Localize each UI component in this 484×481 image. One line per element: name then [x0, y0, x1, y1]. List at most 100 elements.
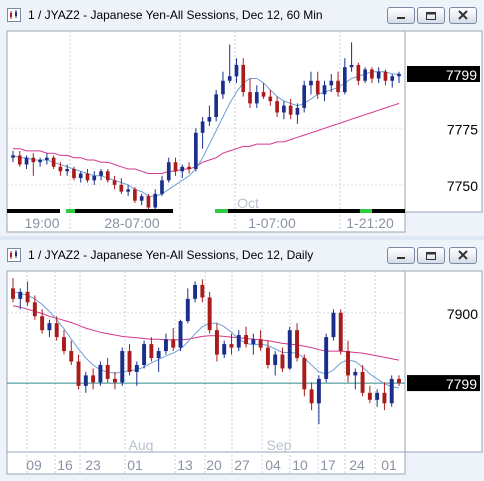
candle-body[interactable] — [17, 155, 22, 165]
candle-body[interactable] — [31, 157, 36, 163]
candle-body[interactable] — [356, 64, 361, 81]
candle-body[interactable] — [336, 80, 340, 93]
candle-body[interactable] — [280, 354, 285, 369]
candle-body[interactable] — [149, 344, 154, 359]
candle-body[interactable] — [194, 132, 198, 170]
candle-body[interactable] — [156, 351, 161, 359]
candle-body[interactable] — [47, 323, 52, 331]
candle-body[interactable] — [214, 330, 219, 355]
candle-body[interactable] — [389, 378, 394, 404]
candle-body[interactable] — [142, 344, 147, 365]
candle-body[interactable] — [62, 337, 66, 352]
candle-body[interactable] — [254, 92, 259, 104]
title-bar[interactable]: 1 / JYAZ2 - Japanese Yen-All Sessions, D… — [0, 0, 484, 30]
candle-body[interactable] — [120, 351, 125, 383]
candle-body[interactable] — [127, 351, 132, 372]
price-chart-60min[interactable]: 7775 7750 7799 19:00 28-07:00 1-07:00 1-21:20 O… — [0, 0, 484, 236]
candle-body[interactable] — [99, 171, 103, 176]
candle-body[interactable] — [69, 351, 74, 362]
candle-body[interactable] — [105, 364, 110, 379]
candle-body[interactable] — [163, 339, 168, 352]
candle-body[interactable] — [76, 361, 81, 386]
candle-body[interactable] — [92, 175, 97, 181]
price-chart-daily[interactable]: 7900 7799 09 16 23 01 13 20 27 04 10 17 24 01 Aug Sep — [0, 240, 484, 481]
candle-body[interactable] — [166, 162, 171, 181]
candle-body[interactable] — [134, 364, 139, 372]
candle-body[interactable] — [329, 80, 334, 86]
title-bar[interactable]: 1 / JYAZ2 - Japanese Yen-All Sessions, D… — [0, 240, 484, 270]
candle-body[interactable] — [324, 337, 329, 379]
close-button[interactable] — [449, 247, 477, 264]
candle-body[interactable] — [315, 80, 320, 95]
candle-body[interactable] — [295, 107, 300, 115]
candle-body[interactable] — [363, 69, 367, 81]
candle-body[interactable] — [346, 351, 350, 376]
candle-body[interactable] — [222, 344, 227, 355]
candle-body[interactable] — [180, 166, 185, 172]
candle-body[interactable] — [32, 302, 37, 317]
candle-body[interactable] — [126, 189, 130, 192]
candle-body[interactable] — [376, 71, 381, 79]
candle-body[interactable] — [133, 189, 137, 201]
candle-body[interactable] — [11, 288, 15, 299]
candle-body[interactable] — [187, 166, 191, 170]
candle-body[interactable] — [54, 323, 59, 338]
candle-body[interactable] — [349, 64, 354, 68]
candle-body[interactable] — [58, 166, 63, 172]
candle-body[interactable] — [383, 71, 388, 81]
candle-body[interactable] — [178, 321, 183, 348]
candle-body[interactable] — [65, 169, 70, 172]
candle-body[interactable] — [193, 284, 198, 299]
candle-body[interactable] — [234, 64, 239, 77]
candle-body[interactable] — [40, 316, 45, 331]
candle-body[interactable] — [146, 196, 151, 208]
candle-body[interactable] — [98, 364, 103, 383]
candle-body[interactable] — [200, 284, 205, 298]
candle-body[interactable] — [342, 67, 347, 93]
candle-body[interactable] — [160, 180, 164, 194]
candle-body[interactable] — [112, 378, 117, 383]
price-axis[interactable] — [404, 270, 483, 453]
time-axis[interactable] — [6, 451, 406, 475]
candle-body[interactable] — [119, 184, 124, 192]
candle-body[interactable] — [397, 73, 401, 77]
candle-body[interactable] — [207, 297, 212, 331]
restore-button[interactable] — [417, 7, 445, 24]
price-axis[interactable] — [404, 30, 483, 213]
candle-body[interactable] — [221, 80, 225, 95]
candle-body[interactable] — [112, 180, 117, 185]
candle-body[interactable] — [51, 157, 56, 167]
candle-body[interactable] — [244, 335, 249, 345]
candle-body[interactable] — [72, 169, 76, 179]
candle-body[interactable] — [397, 378, 401, 384]
candle-body[interactable] — [370, 69, 374, 79]
candle-body[interactable] — [251, 339, 256, 345]
candle-body[interactable] — [382, 392, 387, 404]
candle-body[interactable] — [261, 92, 266, 97]
candle-body[interactable] — [390, 76, 395, 81]
candle-body[interactable] — [316, 378, 321, 404]
candle-body[interactable] — [265, 347, 270, 365]
minimize-button[interactable] — [387, 7, 415, 24]
candle-body[interactable] — [309, 389, 314, 404]
close-button[interactable] — [449, 7, 477, 24]
candle-body[interactable] — [25, 291, 30, 303]
candle-body[interactable] — [173, 162, 178, 172]
chart-window-daily[interactable]: 1 / JYAZ2 - Japanese Yen-All Sessions, D… — [0, 240, 484, 481]
candle-body[interactable] — [287, 330, 292, 369]
candle-body[interactable] — [38, 159, 42, 163]
candle-body[interactable] — [91, 375, 96, 383]
candle-body[interactable] — [18, 291, 23, 299]
candle-body[interactable] — [200, 121, 205, 133]
restore-button[interactable] — [417, 247, 445, 264]
candle-body[interactable] — [171, 339, 176, 348]
candle-body[interactable] — [229, 344, 234, 348]
plot-area[interactable] — [6, 30, 406, 213]
candle-body[interactable] — [322, 85, 327, 95]
candle-body[interactable] — [78, 173, 83, 179]
candle-body[interactable] — [248, 92, 252, 104]
candle-body[interactable] — [353, 371, 358, 376]
candle-body[interactable] — [302, 85, 307, 108]
candle-body[interactable] — [45, 157, 49, 160]
candle-body[interactable] — [214, 94, 218, 117]
